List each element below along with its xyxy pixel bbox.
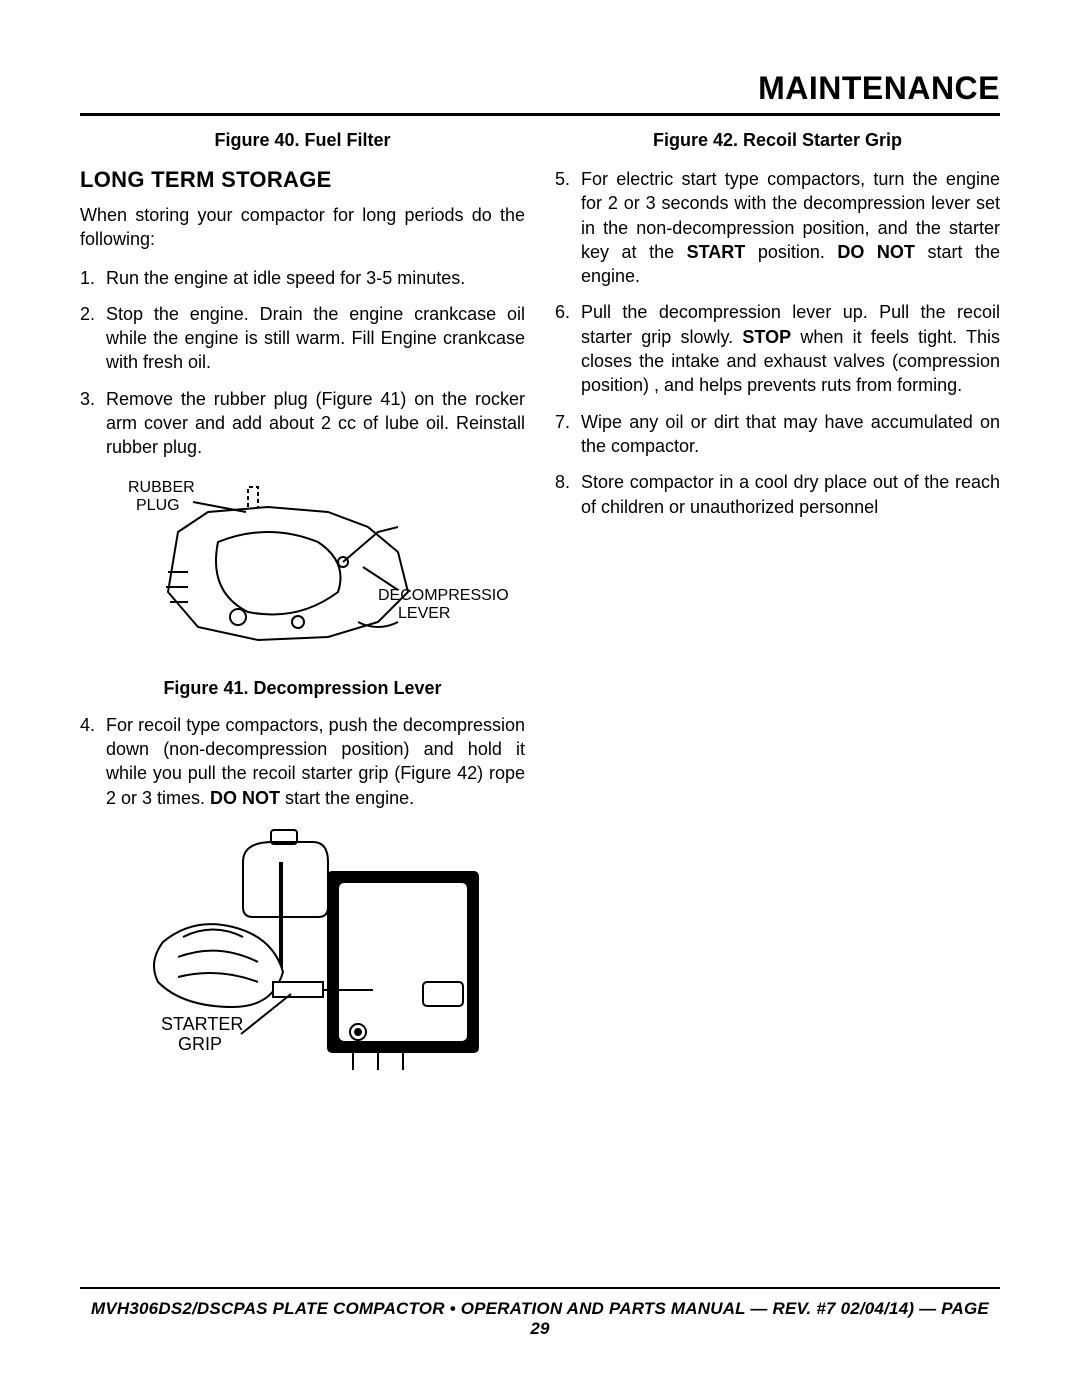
figure-41-caption: Figure 41. Decompression Lever: [80, 678, 525, 699]
section-title-long-term-storage: LONG TERM STORAGE: [80, 167, 525, 193]
figure-40-caption: Figure 40. Fuel Filter: [80, 130, 525, 151]
right-steps-list: For electric start type compactors, turn…: [555, 167, 1000, 519]
step-4-text-c: start the engine.: [280, 788, 414, 808]
step-4-bold: DO NOT: [210, 788, 280, 808]
decompression-lever-svg: RUBBER PLUG DECOMPRESSION LEVER: [98, 472, 508, 672]
recoil-starter-svg: STARTER GRIP: [123, 822, 483, 1072]
step-4: For recoil type compactors, push the dec…: [80, 713, 525, 810]
two-column-layout: Figure 40. Fuel Filter LONG TERM STORAGE…: [80, 130, 1000, 1078]
header-rule: [80, 113, 1000, 116]
step-6: Pull the decompression lever up. Pull th…: [555, 300, 1000, 397]
step-5: For electric start type compactors, turn…: [555, 167, 1000, 288]
label-lever: LEVER: [398, 605, 450, 622]
step-2: Stop the engine. Drain the engine crankc…: [80, 302, 525, 375]
footer-text: MVH306DS2/DSCPAS PLATE COMPACTOR • OPERA…: [80, 1299, 1000, 1339]
left-steps-list-cont: For recoil type compactors, push the dec…: [80, 713, 525, 810]
step-7: Wipe any oil or dirt that may have accum…: [555, 410, 1000, 459]
label-grip: GRIP: [178, 1034, 222, 1054]
step-8: Store compactor in a cool dry place out …: [555, 470, 1000, 519]
step-5-d: DO NOT: [837, 242, 915, 262]
figure-42-drawing: STARTER GRIP: [80, 822, 525, 1072]
label-starter: STARTER: [161, 1014, 243, 1034]
right-column: Figure 42. Recoil Starter Grip For elect…: [555, 130, 1000, 1078]
step-6-b: STOP: [742, 327, 791, 347]
figure-41-drawing: RUBBER PLUG DECOMPRESSION LEVER: [80, 472, 525, 672]
label-rubber: RUBBER: [128, 479, 195, 496]
step-1: Run the engine at idle speed for 3-5 min…: [80, 266, 525, 290]
step-5-b: START: [687, 242, 746, 262]
step-5-c: position.: [745, 242, 837, 262]
figure-42-caption: Figure 42. Recoil Starter Grip: [555, 130, 1000, 151]
label-plug: PLUG: [136, 497, 180, 514]
left-steps-list: Run the engine at idle speed for 3-5 min…: [80, 266, 525, 460]
page-header-title: MAINTENANCE: [80, 70, 1000, 107]
page-footer: MVH306DS2/DSCPAS PLATE COMPACTOR • OPERA…: [80, 1287, 1000, 1339]
step-3: Remove the rubber plug (Figure 41) on th…: [80, 387, 525, 460]
left-column: Figure 40. Fuel Filter LONG TERM STORAGE…: [80, 130, 525, 1078]
footer-rule: [80, 1287, 1000, 1289]
label-decompression: DECOMPRESSION: [378, 587, 508, 604]
intro-paragraph: When storing your compactor for long per…: [80, 203, 525, 252]
